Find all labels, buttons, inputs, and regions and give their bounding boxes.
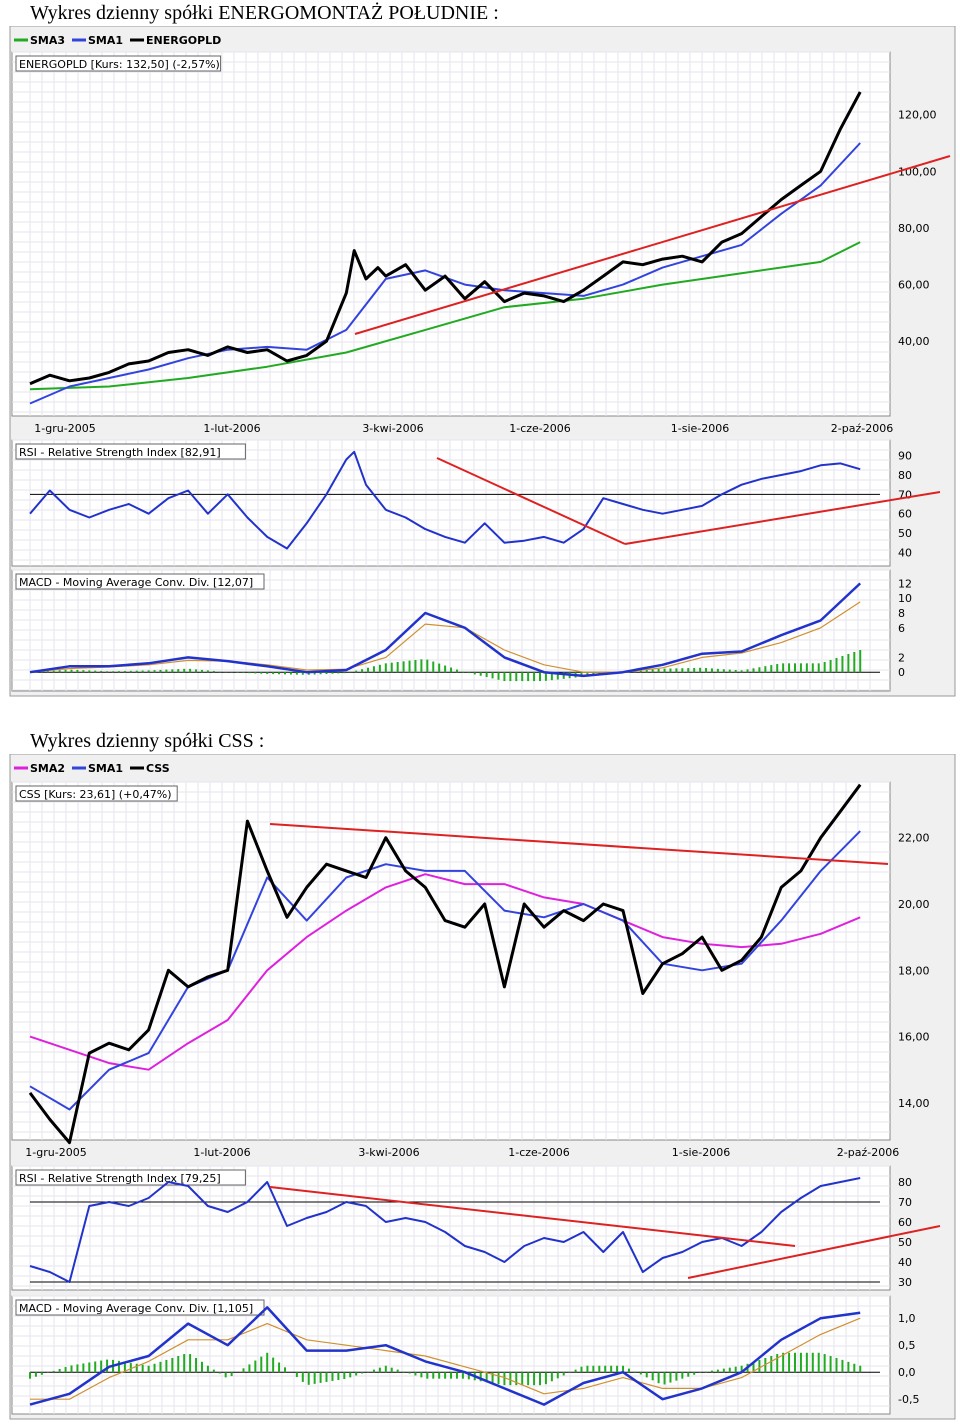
rsi-panel <box>11 1165 891 1291</box>
chart-css: SMA2 SMA1 CSS CSS [Kurs: 23,61] (+0,47%) 22,… <box>9 754 956 1420</box>
rsi-tick-label: 40 <box>898 546 912 559</box>
rsi-tick-label: 90 <box>898 450 912 463</box>
rsi-label-box <box>15 1169 246 1186</box>
macd-tick-label: 10 <box>898 592 912 605</box>
macd-tick-label: 12 <box>898 577 912 590</box>
legend-label: SMA1 <box>88 762 123 775</box>
series-line-sma3 <box>29 241 861 391</box>
price-label: ENERGOPLD [Kurs: 132,50] (-2,57%) <box>19 58 220 71</box>
x-tick-label: 2-paź-2006 <box>831 422 893 435</box>
legend-label: ENERGOPLD <box>146 34 221 47</box>
price-tick-label: 60,00 <box>898 279 930 292</box>
rsi-panel <box>11 439 891 567</box>
rsi-trendline <box>269 1186 796 1247</box>
rsi-tick-label: 40 <box>898 1256 912 1269</box>
price-trendline <box>354 155 951 335</box>
macd-tick-label: 1,0 <box>898 1312 916 1325</box>
macd-signal-line <box>30 1317 861 1400</box>
rsi-tick-label: 60 <box>898 508 912 521</box>
series-line-sma2 <box>29 873 861 1071</box>
rsi-tick-label: 50 <box>898 1236 912 1249</box>
chart-energopld: SMA3 SMA1 ENERGOPLD ENERGOPLD [Kurs: 132,50… <box>9 26 956 697</box>
macd-label-box <box>15 1299 265 1316</box>
rsi-label: RSI - Relative Strength Index [79,25] <box>19 1172 221 1185</box>
x-tick-label: 2-paź-2006 <box>837 1146 899 1159</box>
price-tick-label: 120,00 <box>898 109 937 122</box>
x-tick-label: 1-cze-2006 <box>509 422 571 435</box>
price-label-box <box>15 785 178 802</box>
legend-label: SMA1 <box>88 34 123 47</box>
legend-label: SMA3 <box>30 34 65 47</box>
macd-tick-label: -0,5 <box>898 1393 919 1406</box>
price-tick-label: 20,00 <box>898 898 930 911</box>
macd-line <box>29 582 862 678</box>
macd-label: MACD - Moving Average Conv. Div. [12,07] <box>19 576 253 589</box>
price-tick-label: 22,00 <box>898 832 930 845</box>
price-tick-label: 100,00 <box>898 165 937 178</box>
macd-tick-label: 6 <box>898 622 905 635</box>
chart-title-1: Wykres dzienny spółki ENERGOMONTAŻ POŁUD… <box>30 2 499 24</box>
macd-label: MACD - Moving Average Conv. Div. [1,105] <box>19 1302 253 1315</box>
macd-tick-label: 0,0 <box>898 1366 916 1379</box>
rsi-tick-label: 50 <box>898 527 912 540</box>
rsi-tick-label: 80 <box>898 469 912 482</box>
price-tick-label: 18,00 <box>898 964 930 977</box>
rsi-trendline <box>436 457 626 545</box>
rsi-line <box>29 450 861 550</box>
series-line-css <box>28 783 862 1145</box>
rsi-trendline <box>687 1225 941 1279</box>
legend-label: CSS <box>146 762 170 775</box>
x-tick-label: 1-lut-2006 <box>203 422 260 435</box>
series-line-sma1 <box>29 830 861 1111</box>
macd-tick-label: 8 <box>898 607 905 620</box>
chart-title-2: Wykres dzienny spółki CSS : <box>30 730 265 752</box>
price-tick-label: 14,00 <box>898 1097 930 1110</box>
rsi-tick-label: 30 <box>898 1276 912 1289</box>
price-trendline <box>269 823 889 865</box>
x-tick-label: 1-sie-2006 <box>672 1146 731 1159</box>
rsi-trendline <box>624 491 941 545</box>
price-tick-label: 80,00 <box>898 222 930 235</box>
x-tick-label: 1-cze-2006 <box>508 1146 570 1159</box>
x-tick-label: 1-gru-2005 <box>34 422 95 435</box>
x-tick-label: 3-kwi-2006 <box>362 422 423 435</box>
macd-tick-label: 2 <box>898 651 905 664</box>
macd-label-box <box>15 573 265 590</box>
macd-tick-label: 0,5 <box>898 1339 916 1352</box>
rsi-tick-label: 70 <box>898 1196 912 1209</box>
x-tick-label: 1-sie-2006 <box>671 422 730 435</box>
price-label-box <box>15 55 222 72</box>
x-tick-label: 3-kwi-2006 <box>358 1146 419 1159</box>
price-label: CSS [Kurs: 23,61] (+0,47%) <box>19 788 172 801</box>
macd-tick-label: 0 <box>898 666 905 679</box>
rsi-tick-label: 80 <box>898 1176 912 1189</box>
rsi-label: RSI - Relative Strength Index [82,91] <box>19 446 221 459</box>
rsi-tick-label: 60 <box>898 1216 912 1229</box>
macd-line <box>29 1306 861 1406</box>
series-line-energopld <box>29 91 862 386</box>
x-tick-label: 1-lut-2006 <box>193 1146 250 1159</box>
x-tick-label: 1-gru-2005 <box>25 1146 86 1159</box>
macd-signal-line <box>29 601 861 673</box>
rsi-label-box <box>15 443 246 460</box>
price-tick-label: 40,00 <box>898 335 930 348</box>
legend-label: SMA2 <box>30 762 65 775</box>
price-tick-label: 16,00 <box>898 1031 930 1044</box>
